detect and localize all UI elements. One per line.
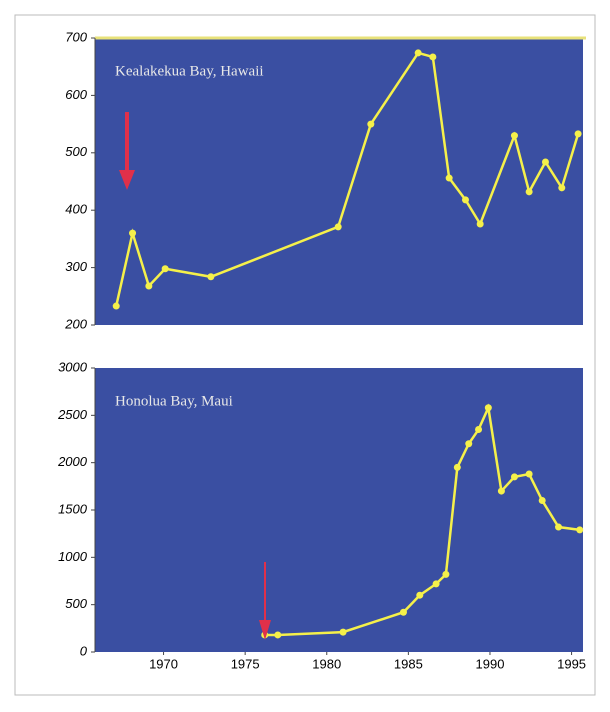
- y-tick-label: 700: [65, 29, 87, 44]
- y-tick-label: 0: [80, 643, 88, 658]
- y-tick-label: 2500: [57, 407, 88, 422]
- y-tick-label: 200: [64, 316, 87, 331]
- point: [161, 265, 169, 273]
- point: [334, 223, 342, 231]
- plot-area: [95, 38, 583, 325]
- point: [445, 174, 453, 182]
- point: [432, 580, 440, 588]
- point: [442, 570, 450, 578]
- y-tick-label: 600: [65, 87, 87, 102]
- frame: [14, 14, 596, 696]
- arrow: [119, 112, 135, 190]
- x-tick-label: 1990: [476, 656, 505, 671]
- point: [525, 188, 533, 196]
- arrow: [259, 562, 271, 640]
- point: [497, 487, 505, 495]
- chart-title: Kealakekua Bay, Hawaii: [115, 63, 264, 79]
- x-tick-label: 1985: [394, 656, 423, 671]
- point: [367, 120, 375, 128]
- chart-top: 200 300 400 500 600 700 Kealakekua Bay, Hawaii: [64, 29, 586, 331]
- chart-bottom: 0 500 1000 1500 2000 2500 3000 1970 1975 1980 1985…: [57, 359, 586, 671]
- point: [510, 473, 518, 481]
- point: [525, 470, 533, 478]
- point: [538, 497, 546, 505]
- chart-title: Honolua Bay, Maui: [115, 393, 233, 409]
- point: [484, 404, 492, 412]
- point: [145, 282, 153, 290]
- point: [112, 302, 120, 310]
- plot-area: [95, 368, 583, 652]
- point: [207, 273, 215, 281]
- point: [461, 196, 469, 204]
- point: [576, 526, 584, 534]
- point: [129, 229, 137, 237]
- point: [274, 631, 282, 639]
- point: [465, 440, 473, 448]
- y-tick-label: 400: [65, 202, 87, 217]
- point: [541, 158, 549, 166]
- y-tick-label: 300: [65, 259, 87, 274]
- point: [555, 523, 563, 531]
- y-tick-label: 1500: [58, 501, 88, 516]
- point: [416, 591, 424, 599]
- y-tick-label: 1000: [58, 549, 88, 564]
- x-tick-label: 1975: [231, 656, 260, 671]
- x-tick-label: 1995: [557, 656, 586, 671]
- y-tick-label: 500: [65, 144, 87, 159]
- point: [399, 608, 407, 616]
- x-tick-label: 1970: [149, 656, 178, 671]
- y-tick-label: 500: [65, 596, 87, 611]
- point: [429, 53, 437, 61]
- x-tick-label: 1980: [312, 656, 341, 671]
- point: [339, 628, 347, 636]
- point: [558, 184, 566, 192]
- point: [476, 220, 484, 228]
- point: [453, 463, 461, 471]
- point: [414, 49, 422, 57]
- y-tick-label: 3000: [58, 359, 88, 374]
- point: [510, 132, 518, 140]
- point: [574, 130, 582, 138]
- y-tick-label: 2000: [57, 454, 88, 469]
- point: [475, 426, 483, 434]
